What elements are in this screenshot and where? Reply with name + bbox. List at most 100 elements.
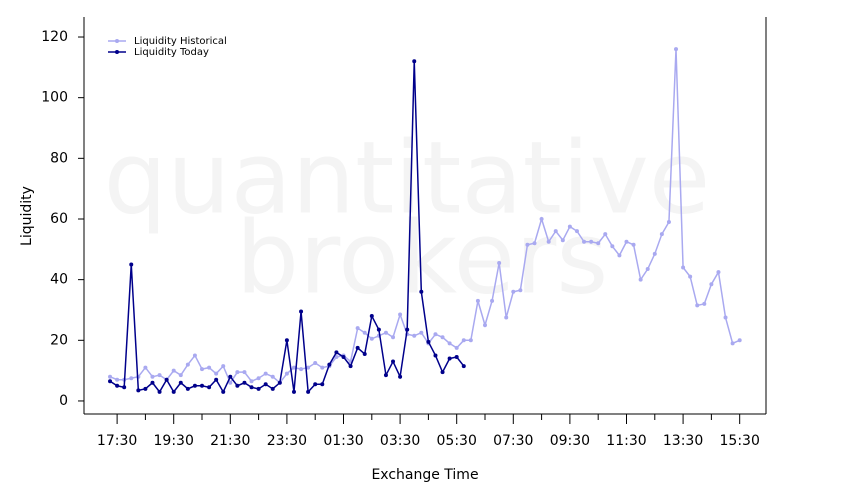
point (468, 338, 473, 343)
point (737, 338, 742, 343)
legend-label: Liquidity Historical (134, 36, 227, 47)
point (355, 345, 360, 350)
point (129, 262, 134, 267)
point (490, 298, 495, 303)
point (270, 374, 275, 379)
x-tick-label: 15:30 (720, 433, 760, 449)
point (419, 330, 424, 335)
point (383, 373, 388, 378)
y-tick-label: 120 (41, 29, 68, 45)
point (178, 373, 183, 378)
point (263, 382, 268, 387)
point (235, 370, 240, 375)
point (299, 309, 304, 314)
point (482, 323, 487, 328)
y-tick-label: 60 (50, 211, 68, 227)
point (582, 239, 587, 244)
point (270, 386, 275, 391)
point (433, 353, 438, 358)
point (681, 265, 686, 270)
point (150, 374, 155, 379)
point (306, 389, 311, 394)
point (192, 353, 197, 358)
y-tick-label: 80 (50, 150, 68, 166)
point (688, 274, 693, 279)
point (291, 389, 296, 394)
point (624, 239, 629, 244)
point (207, 365, 212, 370)
point (178, 380, 183, 385)
point (334, 350, 339, 355)
point (674, 47, 679, 52)
point (419, 289, 424, 294)
point (341, 354, 346, 359)
point (277, 380, 282, 385)
point (730, 341, 735, 346)
point (440, 370, 445, 375)
point (362, 330, 367, 335)
point (617, 253, 622, 258)
point (652, 251, 657, 256)
x-tick-label: 03:30 (380, 433, 420, 449)
point (200, 383, 205, 388)
point (306, 365, 311, 370)
point (249, 379, 254, 384)
x-tick-label: 07:30 (493, 433, 533, 449)
point (546, 239, 551, 244)
point (574, 229, 579, 234)
point (553, 229, 558, 234)
point (447, 341, 452, 346)
point (122, 385, 127, 390)
point (207, 385, 212, 390)
point (327, 362, 332, 367)
point (412, 59, 417, 64)
point (299, 367, 304, 372)
point (221, 389, 226, 394)
point (185, 386, 190, 391)
point (631, 242, 636, 247)
point (398, 312, 403, 317)
point (200, 367, 205, 372)
point (369, 336, 374, 341)
x-axis-label: Exchange Time (371, 467, 478, 483)
x-tick-label: 13:30 (663, 433, 703, 449)
point (284, 371, 289, 376)
point (263, 371, 268, 376)
point (362, 351, 367, 356)
point (157, 373, 162, 378)
point (638, 277, 643, 282)
point (115, 383, 120, 388)
point (313, 361, 318, 366)
legend-label: Liquidity Today (134, 47, 209, 58)
point (185, 362, 190, 367)
point (723, 315, 728, 320)
point (532, 241, 537, 246)
point (136, 388, 141, 393)
legend-marker (115, 50, 119, 54)
point (447, 356, 452, 361)
point (249, 385, 254, 390)
point (666, 220, 671, 225)
point (369, 314, 374, 319)
point (716, 270, 721, 275)
legend-marker (115, 39, 119, 43)
point (589, 239, 594, 244)
x-tick-label: 19:30 (154, 433, 194, 449)
point (355, 326, 360, 331)
point (320, 365, 325, 370)
point (150, 380, 155, 385)
point (398, 374, 403, 379)
point (376, 327, 381, 332)
point (426, 339, 431, 344)
point (497, 260, 502, 265)
point (221, 364, 226, 369)
point (171, 368, 176, 373)
point (291, 365, 296, 370)
point (461, 364, 466, 369)
point (610, 244, 615, 249)
point (702, 301, 707, 306)
point (383, 330, 388, 335)
point (603, 232, 608, 237)
watermark: quantitative (104, 119, 711, 236)
